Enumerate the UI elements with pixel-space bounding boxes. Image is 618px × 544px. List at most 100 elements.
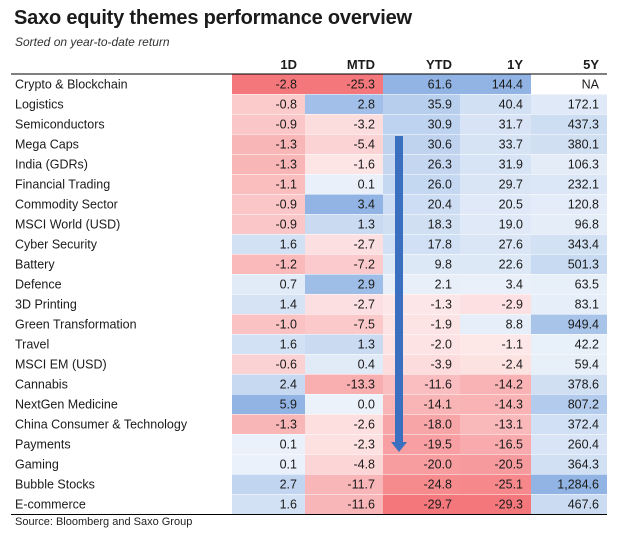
cell-value-1y: 31.9 xyxy=(499,158,523,172)
cell-value-1d: 1.4 xyxy=(280,298,297,312)
cell-bg xyxy=(460,374,531,394)
cell-bg xyxy=(531,434,607,454)
cell-bg xyxy=(531,354,607,374)
cell-value-1y: -2.9 xyxy=(501,298,523,312)
row-label: Commodity Sector xyxy=(15,198,118,212)
cell-bg xyxy=(531,254,607,274)
cell-bg xyxy=(460,114,531,134)
cell-bg xyxy=(531,274,607,294)
cell-bg xyxy=(232,134,305,154)
cell-value-1d: 1.6 xyxy=(280,238,297,252)
cell-value-5y: 343.4 xyxy=(568,238,599,252)
cell-value-1y: -1.1 xyxy=(501,338,523,352)
cell-value-1d: 5.9 xyxy=(280,398,297,412)
row-label: Bubble Stocks xyxy=(15,478,95,492)
cell-bg xyxy=(232,394,305,414)
cell-value-5y: 378.6 xyxy=(568,378,599,392)
cell-bg xyxy=(460,294,531,314)
cell-bg xyxy=(531,214,607,234)
cell-value-1d: 2.7 xyxy=(280,478,297,492)
cell-value-1d: 1.6 xyxy=(280,498,297,512)
cell-value-ytd: -11.6 xyxy=(424,378,452,392)
cell-value-1d: 0.7 xyxy=(280,278,297,292)
row-label: Semiconductors xyxy=(15,118,105,132)
cell-value-ytd: -18.0 xyxy=(424,418,453,432)
cell-value-ytd: 26.0 xyxy=(428,178,452,192)
cell-value-1d: -2.8 xyxy=(275,78,297,92)
row-label: Battery xyxy=(15,258,55,272)
cell-bg xyxy=(383,494,460,514)
cell-value-1y: 8.8 xyxy=(506,318,523,332)
cell-bg xyxy=(531,374,607,394)
cell-bg xyxy=(232,374,305,394)
cell-value-5y: 364.3 xyxy=(568,458,599,472)
cell-bg xyxy=(232,314,305,334)
cell-bg xyxy=(305,314,383,334)
cell-value-1d: -1.3 xyxy=(275,138,297,152)
cell-bg xyxy=(460,274,531,294)
cell-value-1y: 29.7 xyxy=(499,178,523,192)
table-row: Defence 0.7 2.9 2.1 3.4 63.5 xyxy=(15,274,607,294)
cell-value-5y: 372.4 xyxy=(568,418,599,432)
cell-value-ytd: 17.8 xyxy=(428,238,452,252)
chart-subtitle: Sorted on year-to-date return xyxy=(15,35,170,49)
cell-value-mtd: -13.3 xyxy=(347,378,376,392)
cell-bg xyxy=(232,414,305,434)
table-row: Battery -1.2 -7.2 9.8 22.6 501.3 xyxy=(15,254,607,274)
cell-value-mtd: 0.1 xyxy=(358,178,375,192)
table-row: Mega Caps -1.3 -5.4 30.6 33.7 380.1 xyxy=(15,134,607,154)
table-row: India (GDRs) -1.3 -1.6 26.3 31.9 106.3 xyxy=(15,154,607,174)
row-label: China Consumer & Technology xyxy=(15,418,188,432)
table-row: Payments 0.1 -2.3 -19.5 -16.5 260.4 xyxy=(15,434,607,454)
cell-value-mtd: 2.8 xyxy=(358,98,375,112)
row-label: Defence xyxy=(15,278,62,292)
cell-bg xyxy=(531,154,607,174)
cell-value-5y: 260.4 xyxy=(568,438,599,452)
cell-bg xyxy=(232,354,305,374)
row-label: Financial Trading xyxy=(15,178,110,192)
cell-bg xyxy=(232,454,305,474)
cell-bg xyxy=(305,234,383,254)
cell-bg xyxy=(531,414,607,434)
cell-value-1d: -0.9 xyxy=(275,118,297,132)
cell-bg xyxy=(232,434,305,454)
sort-arrow-head xyxy=(391,442,407,452)
cell-bg xyxy=(305,254,383,274)
cell-bg xyxy=(232,94,305,114)
cell-value-5y: 949.4 xyxy=(568,318,599,332)
cell-value-ytd: 18.3 xyxy=(428,218,452,232)
cell-value-1d: -0.9 xyxy=(275,198,297,212)
cell-value-5y: 106.3 xyxy=(568,158,599,172)
cell-bg xyxy=(305,94,383,114)
cell-value-ytd: 2.1 xyxy=(435,278,452,292)
cell-bg xyxy=(232,74,305,94)
cell-value-5y: 63.5 xyxy=(575,278,599,292)
source-note: Source: Bloomberg and Saxo Group xyxy=(15,516,193,528)
cell-value-1d: 0.1 xyxy=(280,458,297,472)
table-row: Crypto & Blockchain -2.8 -25.3 61.6 144.4 NA xyxy=(15,74,607,94)
cell-value-1y: -29.3 xyxy=(495,498,524,512)
cell-bg xyxy=(460,414,531,434)
cell-value-5y: 120.8 xyxy=(568,198,599,212)
cell-bg xyxy=(460,334,531,354)
table-row: Logistics -0.8 2.8 35.9 40.4 172.1 xyxy=(15,94,607,114)
cell-value-mtd: 3.4 xyxy=(358,198,375,212)
cell-value-ytd: 9.8 xyxy=(435,258,452,272)
cell-bg xyxy=(531,134,607,154)
row-label: Cyber Security xyxy=(15,238,98,252)
cell-bg xyxy=(383,114,460,134)
table-row: Cannabis 2.4 -13.3 -11.6 -14.2 378.6 xyxy=(15,374,607,394)
cell-bg xyxy=(232,174,305,194)
cell-bg xyxy=(232,254,305,274)
table-row: China Consumer & Technology -1.3 -2.6 -18.0… xyxy=(15,414,607,434)
cell-value-mtd: -4.8 xyxy=(353,458,375,472)
cell-value-1y: 20.5 xyxy=(499,198,523,212)
cell-bg xyxy=(305,214,383,234)
cell-value-mtd: -11.7 xyxy=(347,478,375,492)
column-header-1d: 1D xyxy=(280,57,297,72)
cell-bg xyxy=(305,434,383,454)
table-row: 3D Printing 1.4 -2.7 -1.3 -2.9 83.1 xyxy=(15,294,607,314)
cell-bg xyxy=(305,374,383,394)
cell-value-mtd: -11.6 xyxy=(347,498,375,512)
cell-bg xyxy=(460,74,531,94)
